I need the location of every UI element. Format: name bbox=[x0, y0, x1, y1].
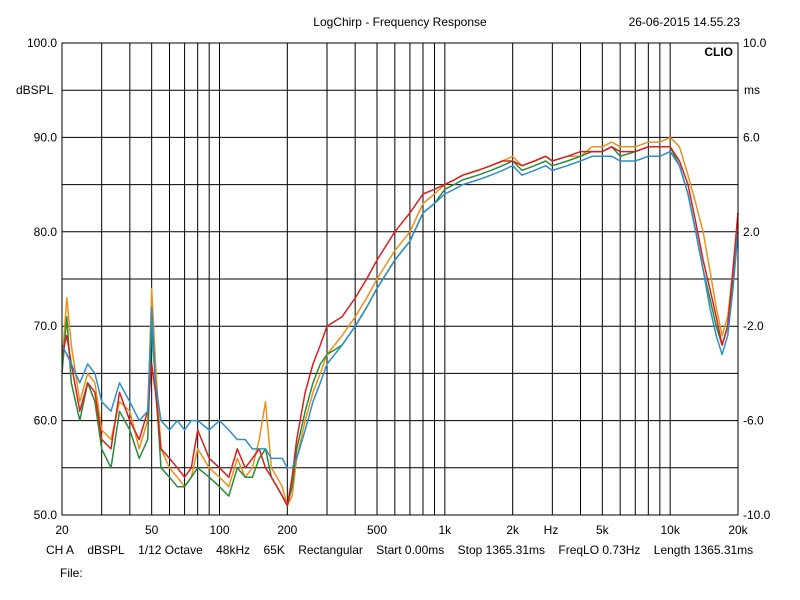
footer-sample-rate: 48kHz bbox=[216, 543, 251, 557]
timestamp: 26-06-2015 14.55.23 bbox=[629, 15, 741, 29]
x-tick-label: 20 bbox=[55, 523, 69, 537]
y-tick-label: 60.0 bbox=[34, 414, 58, 428]
series-group bbox=[61, 136, 739, 507]
y-tick-label: 50.0 bbox=[34, 508, 58, 522]
x-tick-label: 10k bbox=[660, 523, 680, 537]
y-tick-label: 70.0 bbox=[34, 319, 58, 333]
y2-axis-unit-label: ms bbox=[744, 83, 760, 97]
x-axis-ticks: 20 50 100 200 500 1k 2k 5k 10k 20k bbox=[55, 523, 748, 537]
y2-tick-label: -10.0 bbox=[743, 508, 771, 522]
file-label: File: bbox=[60, 566, 83, 580]
x-tick-label: 200 bbox=[277, 523, 297, 537]
y-tick-label: 90.0 bbox=[34, 130, 58, 144]
x-tick-label: 500 bbox=[367, 523, 387, 537]
y-tick-label: 80.0 bbox=[34, 225, 58, 239]
x-tick-label: 1k bbox=[438, 523, 452, 537]
y2-tick-label: 10.0 bbox=[743, 36, 767, 50]
footer-unit: dBSPL bbox=[87, 543, 125, 557]
series-line-3 bbox=[61, 146, 739, 507]
y-axis-ticks: 100.0 90.0 80.0 70.0 60.0 50.0 bbox=[27, 36, 57, 522]
footer-freq-lo: FreqLO 0.73Hz bbox=[558, 543, 641, 557]
x-tick-label: 50 bbox=[145, 523, 159, 537]
brand-label: CLIO bbox=[704, 45, 733, 59]
y-axis-unit-label: dBSPL bbox=[16, 83, 54, 97]
x-tick-label: 2k bbox=[506, 523, 520, 537]
y2-tick-label: -2.0 bbox=[743, 319, 764, 333]
footer-length: Length 1365.31ms bbox=[653, 543, 754, 557]
x-tick-label: 20k bbox=[728, 523, 748, 537]
footer-start: Start 0.00ms bbox=[376, 543, 445, 557]
y2-axis-ticks: 10.0 6.0 2.0 -2.0 -6.0 -10.0 bbox=[743, 36, 771, 522]
measurement-info-bar: CH A dBSPL 1/12 Octave 48kHz 65K Rectang… bbox=[46, 543, 753, 557]
plot-frame bbox=[61, 42, 739, 516]
footer-stop: Stop 1365.31ms bbox=[457, 543, 546, 557]
x-axis-unit-label: Hz bbox=[544, 523, 559, 537]
footer-fft-size: 65K bbox=[263, 543, 285, 557]
footer-smoothing: 1/12 Octave bbox=[138, 543, 203, 557]
series-line-4 bbox=[61, 150, 739, 469]
y-tick-label: 100.0 bbox=[27, 36, 57, 50]
y2-tick-label: 6.0 bbox=[743, 130, 760, 144]
grid bbox=[61, 42, 739, 516]
series-line-1 bbox=[61, 136, 739, 507]
y2-tick-label: 2.0 bbox=[743, 225, 760, 239]
x-tick-label: 100 bbox=[209, 523, 229, 537]
x-tick-label: 5k bbox=[596, 523, 610, 537]
y2-tick-label: -6.0 bbox=[743, 414, 764, 428]
footer-channel: CH A bbox=[46, 543, 75, 557]
footer-window: Rectangular bbox=[298, 543, 363, 557]
chart-title: LogChirp - Frequency Response bbox=[313, 15, 487, 29]
